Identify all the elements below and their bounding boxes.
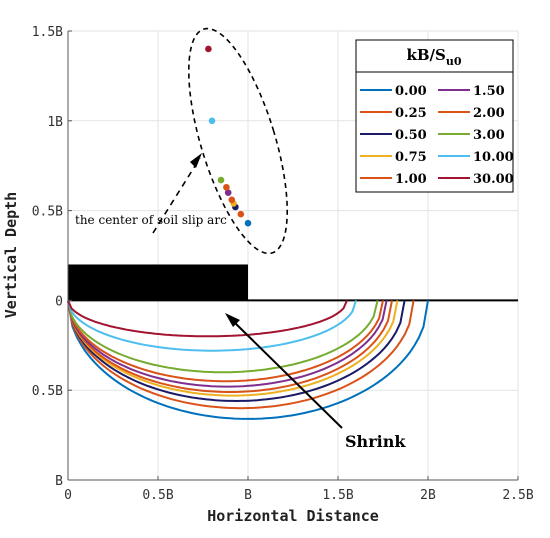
arc-center-30.00: [205, 45, 212, 53]
legend: kB/Su0 0.00 0.25 0.50 0.75 1.00 1.50 2.00 3.00 1…: [355, 39, 514, 193]
arc-center-1.00: [228, 196, 236, 204]
slip-arc-0.25: [67, 300, 415, 410]
slip-arc-curves: [67, 299, 429, 420]
slip-arc-0.50: [67, 300, 406, 403]
arc-center-0.25: [237, 210, 245, 218]
y-tick-label: 0.5B: [32, 384, 63, 399]
x-tick-label: 2B: [420, 488, 436, 503]
slip-arc-3.00: [67, 300, 379, 374]
y-tick-label: 0.5B: [32, 205, 63, 220]
legend-label-3.00: 3.00: [473, 128, 505, 143]
arc-center-1.50: [224, 189, 232, 196]
center-annotation-text: the center of soil slip arc: [75, 213, 227, 227]
arc-center-0.00: [244, 219, 252, 227]
y-tick-label: 1.5B: [32, 25, 63, 40]
x-tick-label: 0: [64, 488, 72, 503]
slip-arc-0.00: [67, 300, 429, 420]
shrink-arrow: [231, 319, 343, 429]
center-annotation-arrowhead: [190, 153, 202, 168]
legend-label-1.00: 1.00: [395, 172, 427, 187]
x-tick-label: 0.5B: [142, 488, 173, 503]
y-axis-label: Vertical Depth: [2, 192, 20, 318]
y-tick-label: 1B: [47, 115, 63, 130]
arc-center-10.00: [208, 117, 216, 125]
x-tick-label: B: [244, 488, 252, 503]
x-tick-label: 2.5B: [502, 488, 533, 503]
arc-center-3.00: [217, 176, 225, 184]
legend-label-0.25: 0.25: [395, 106, 427, 121]
legend-label-30.00: 30.00: [473, 172, 514, 187]
center-annotation-arrow: [152, 157, 201, 234]
slip-arc-0.75: [67, 300, 399, 397]
shrink-annotation-text: Shrink: [345, 432, 406, 451]
arc-center-points: [205, 45, 252, 227]
slip-arc-1.50: [67, 300, 388, 388]
legend-label-10.00: 10.00: [473, 150, 514, 165]
y-tick-label: 0: [55, 294, 63, 309]
legend-items: 0.00 0.25 0.50 0.75 1.00 1.50 2.00 3.00 10.00 30.…: [360, 84, 514, 187]
axes: [67, 30, 519, 481]
x-tick-label: 1.5B: [322, 488, 353, 503]
y-tick-labels: 1.5B 1B 0.5B 0 0.5B B: [32, 25, 63, 489]
x-tick-labels: 0 0.5B B 1.5B 2B 2.5B: [64, 488, 534, 503]
legend-box: [355, 39, 514, 193]
slip-arc-1.00: [67, 300, 393, 393]
arc-center-2.00: [223, 183, 230, 191]
legend-label-2.00: 2.00: [473, 106, 505, 121]
footing-layer: [68, 264, 518, 302]
center-group-ellipse: [187, 27, 289, 255]
legend-label-0.00: 0.00: [395, 84, 427, 99]
legend-label-1.50: 1.50: [473, 84, 505, 99]
footing-block: [68, 264, 248, 301]
legend-label-0.50: 0.50: [395, 128, 427, 143]
legend-title: kB/Su0: [406, 46, 461, 68]
slip-arc-2.00: [67, 300, 384, 383]
x-axis-label: Horizontal Distance: [207, 507, 379, 525]
legend-label-0.75: 0.75: [395, 150, 427, 165]
slip-arc-10.00: [67, 300, 357, 352]
shrink-arrowhead: [225, 313, 240, 327]
slip-arc-30.00: [67, 299, 348, 338]
y-tick-label: B: [55, 474, 63, 489]
